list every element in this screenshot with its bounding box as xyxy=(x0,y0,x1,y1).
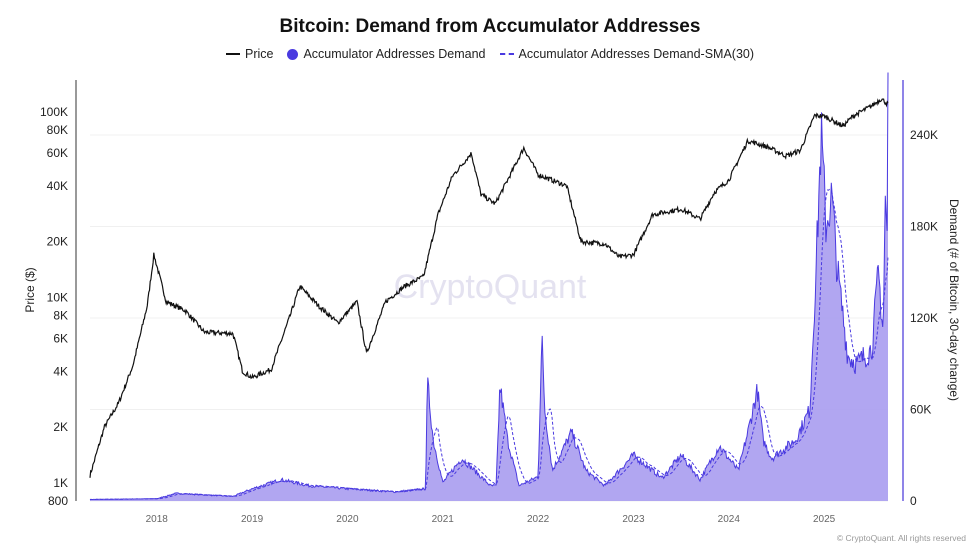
left-tick-label: 100K xyxy=(40,105,68,119)
legend-label: Accumulator Addresses Demand xyxy=(303,47,486,61)
legend-item-demand[interactable]: Accumulator Addresses Demand xyxy=(287,47,486,61)
copyright: © CryptoQuant. All rights reserved xyxy=(836,533,966,543)
right-tick-label: 240K xyxy=(910,128,938,142)
left-tick-label: 2K xyxy=(53,420,68,434)
chart-title: Bitcoin: Demand from Accumulator Address… xyxy=(279,16,701,37)
left-tick-label: 4K xyxy=(53,364,68,378)
line-swatch-icon xyxy=(225,53,240,55)
left-tick-label: 40K xyxy=(47,179,68,193)
left-tick-label: 80K xyxy=(47,123,68,137)
x-tick-label: 2018 xyxy=(146,514,169,525)
x-tick-label: 2020 xyxy=(336,514,359,525)
x-tick-label: 2019 xyxy=(241,514,264,525)
demand-line xyxy=(89,72,889,501)
legend-label: Accumulator Addresses Demand-SMA(30) xyxy=(518,47,755,61)
legend: Price Accumulator Addresses Demand Accum… xyxy=(0,47,980,61)
dash-swatch-icon xyxy=(499,53,514,55)
legend-label: Price xyxy=(244,47,274,61)
left-tick-label: 800 xyxy=(48,494,68,508)
x-tick-label: 2021 xyxy=(432,514,455,525)
right-tick-label: 120K xyxy=(910,311,938,325)
legend-item-price[interactable]: Price xyxy=(225,47,274,61)
demand-area xyxy=(90,72,888,501)
left-axis-label: Price ($) xyxy=(23,267,37,312)
right-tick-label: 60K xyxy=(910,403,931,417)
right-tick-label: 0 xyxy=(910,494,917,508)
watermark: CryptoQuant xyxy=(394,268,587,306)
x-tick-label: 2025 xyxy=(813,514,836,525)
left-tick-label: 20K xyxy=(47,235,68,249)
x-tick-label: 2022 xyxy=(527,514,550,525)
x-tick-label: 2024 xyxy=(718,514,741,525)
left-tick-label: 60K xyxy=(47,146,68,160)
demand-sma-line xyxy=(89,188,889,501)
left-tick-label: 10K xyxy=(47,291,68,305)
left-tick-label: 6K xyxy=(53,332,68,346)
dot-swatch-icon xyxy=(287,48,299,60)
right-axis-label: Demand (# of Bitcoin, 30-day change) xyxy=(947,199,961,401)
x-tick-label: 2023 xyxy=(622,514,645,525)
left-tick-label: 8K xyxy=(53,309,68,323)
left-tick-label: 1K xyxy=(53,476,68,490)
price-line xyxy=(89,98,889,478)
legend-item-sma[interactable]: Accumulator Addresses Demand-SMA(30) xyxy=(499,47,755,61)
right-tick-label: 180K xyxy=(910,220,938,234)
